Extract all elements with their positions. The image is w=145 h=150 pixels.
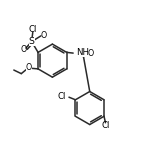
- Text: Cl: Cl: [58, 92, 66, 101]
- Text: O: O: [20, 45, 26, 54]
- Text: S: S: [29, 37, 35, 46]
- Text: Cl: Cl: [102, 121, 110, 130]
- Text: O: O: [88, 49, 94, 58]
- Text: O: O: [40, 31, 47, 40]
- Text: O: O: [26, 63, 32, 72]
- Text: Cl: Cl: [29, 25, 37, 34]
- Text: NH: NH: [76, 48, 89, 57]
